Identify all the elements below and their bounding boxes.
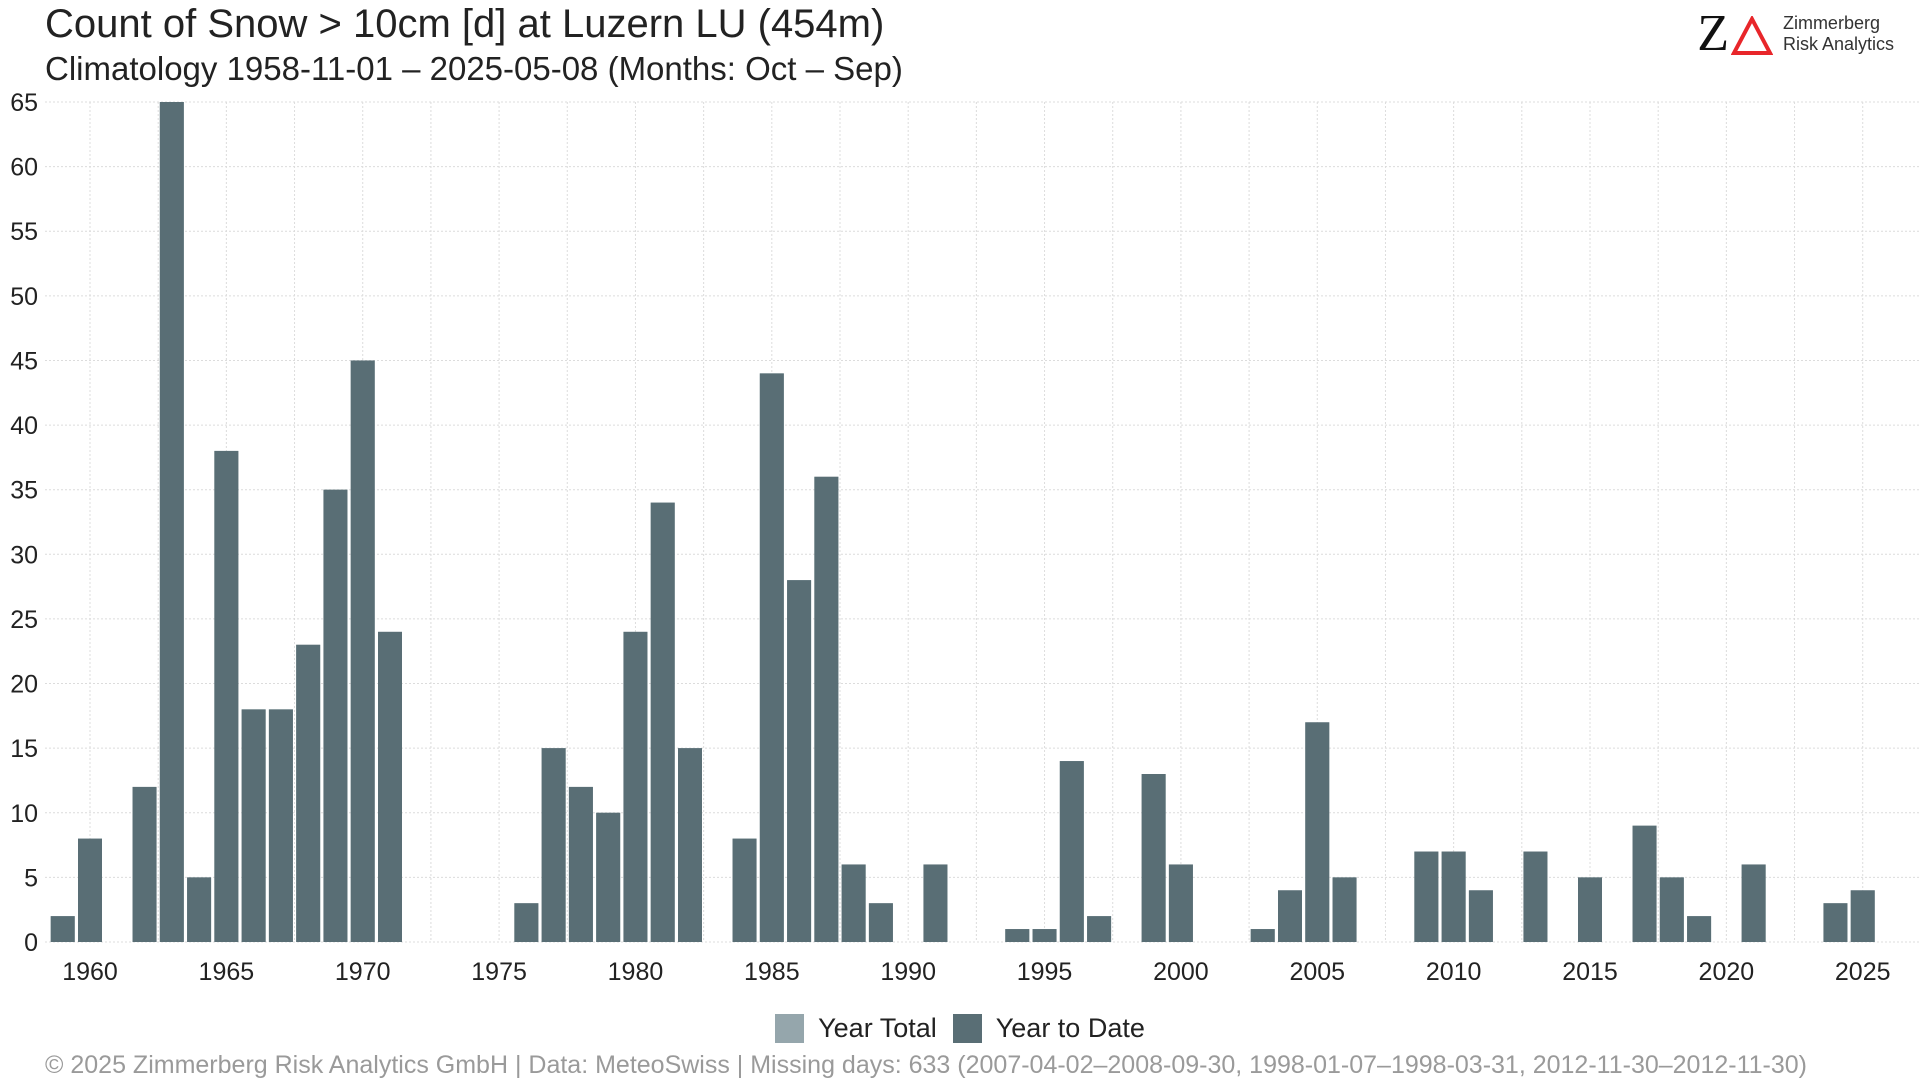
bar-year-to-date-2009 bbox=[1414, 851, 1439, 942]
bar-year-to-date-2019 bbox=[1687, 916, 1712, 942]
y-tick-label: 25 bbox=[10, 606, 38, 634]
x-tick-label: 1960 bbox=[62, 958, 118, 986]
y-tick-label: 40 bbox=[10, 412, 38, 440]
bar-year-to-date-1980 bbox=[623, 631, 648, 942]
bar-year-to-date-1968 bbox=[296, 644, 321, 942]
bar-year-to-date-1982 bbox=[678, 748, 702, 942]
legend-swatch-year-to-date bbox=[952, 1014, 982, 1043]
bar-year-to-date-2003 bbox=[1250, 929, 1275, 942]
logo-line-2: Risk Analytics bbox=[1782, 34, 1894, 54]
x-tick-label: 1975 bbox=[471, 958, 527, 986]
bars-layer bbox=[50, 102, 1875, 942]
y-tick-label: 60 bbox=[10, 154, 38, 182]
bar-year-to-date-2021 bbox=[1741, 864, 1766, 942]
y-tick-label: 50 bbox=[10, 283, 38, 311]
bar-year-to-date-2017 bbox=[1632, 825, 1657, 942]
bar-year-to-date-2011 bbox=[1468, 890, 1493, 942]
y-tick-label: 20 bbox=[10, 671, 38, 699]
y-tick-label: 30 bbox=[10, 541, 38, 569]
y-tick-label: 45 bbox=[10, 347, 38, 375]
logo-line-1: Zimmerberg bbox=[1782, 13, 1880, 33]
legend-label-year-to-date: Year to Date bbox=[995, 1013, 1145, 1043]
bar-year-to-date-1986 bbox=[787, 580, 812, 942]
bar-year-to-date-1963 bbox=[159, 102, 184, 942]
bar-year-to-date-1969 bbox=[323, 489, 348, 942]
footer-credits: © 2025 Zimmerberg Risk Analytics GmbH | … bbox=[45, 1051, 1807, 1079]
x-tick-label: 2000 bbox=[1153, 958, 1209, 986]
bar-year-to-date-2000 bbox=[1168, 864, 1193, 942]
y-tick-label: 15 bbox=[10, 735, 38, 763]
x-tick-label: 2015 bbox=[1562, 958, 1618, 986]
bar-year-to-date-1991 bbox=[923, 864, 948, 942]
bar-year-to-date-1965 bbox=[214, 450, 239, 942]
chart-subtitle: Climatology 1958-11-01 – 2025-05-08 (Mon… bbox=[45, 50, 903, 87]
bar-year-to-date-1966 bbox=[241, 709, 266, 942]
y-tick-label: 65 bbox=[10, 89, 38, 117]
legend-label-year-total: Year Total bbox=[818, 1013, 937, 1043]
bar-year-to-date-1988 bbox=[841, 864, 866, 942]
logo-triangle-icon bbox=[1730, 16, 1773, 55]
x-tick-label: 1965 bbox=[199, 958, 255, 986]
bar-year-to-date-1997 bbox=[1087, 916, 1112, 942]
bar-year-to-date-2013 bbox=[1523, 851, 1548, 942]
x-axis-ticks: 1960 1965 1970 1975 1980 1985 1990 1995 2000 2005… bbox=[62, 958, 1890, 986]
bar-year-to-date-1970 bbox=[350, 360, 375, 942]
x-tick-label: 1985 bbox=[744, 958, 800, 986]
y-tick-label: 55 bbox=[10, 218, 38, 246]
legend: Year Total Year to Date bbox=[0, 1013, 1920, 1044]
legend-item-year-to-date: Year to Date bbox=[952, 1013, 1145, 1044]
bar-year-to-date-1996 bbox=[1059, 761, 1084, 942]
bar-year-to-date-1960 bbox=[78, 838, 102, 942]
bar-year-to-date-1984 bbox=[732, 838, 757, 942]
bar-year-to-date-2018 bbox=[1659, 877, 1684, 942]
bar-year-to-date-1995 bbox=[1032, 929, 1057, 942]
bar-year-to-date-1999 bbox=[1141, 774, 1166, 942]
logo-mark-icon: Z bbox=[1697, 5, 1773, 62]
y-tick-label: 10 bbox=[10, 800, 38, 828]
x-tick-label: 2025 bbox=[1835, 958, 1891, 986]
bar-year-to-date-1977 bbox=[541, 748, 566, 942]
bar-year-to-date-1985 bbox=[759, 373, 784, 942]
bar-year-to-date-2015 bbox=[1578, 877, 1602, 942]
x-tick-label: 1980 bbox=[608, 958, 664, 986]
y-tick-label: 5 bbox=[24, 864, 38, 892]
bar-year-to-date-2025 bbox=[1850, 890, 1875, 942]
bar-year-to-date-2005 bbox=[1305, 722, 1330, 942]
x-tick-label: 2010 bbox=[1426, 958, 1482, 986]
chart-title: Count of Snow > 10cm [d] at Luzern LU (4… bbox=[45, 2, 885, 46]
bar-year-to-date-1979 bbox=[596, 812, 621, 942]
bar-year-to-date-2024 bbox=[1823, 903, 1848, 942]
x-tick-label: 1970 bbox=[335, 958, 391, 986]
bar-year-to-date-1987 bbox=[814, 476, 839, 942]
bar-year-to-date-1962 bbox=[132, 786, 157, 942]
y-tick-label: 0 bbox=[24, 929, 38, 957]
logo-text: Zimmerberg Risk Analytics bbox=[1783, 13, 1894, 55]
bar-year-to-date-1976 bbox=[514, 903, 539, 942]
y-tick-label: 35 bbox=[10, 477, 38, 505]
company-logo: Z Zimmerberg Risk Analytics bbox=[1697, 5, 1894, 62]
x-tick-label: 2020 bbox=[1699, 958, 1755, 986]
bar-year-to-date-1967 bbox=[268, 709, 293, 942]
legend-item-year-total: Year Total bbox=[775, 1013, 937, 1044]
bar-year-to-date-1978 bbox=[568, 786, 593, 942]
bar-year-to-date-2006 bbox=[1332, 877, 1357, 942]
bar-year-to-date-1971 bbox=[378, 631, 402, 942]
legend-swatch-year-total bbox=[775, 1014, 805, 1043]
bar-year-to-date-2004 bbox=[1278, 890, 1302, 942]
x-tick-label: 1995 bbox=[1017, 958, 1073, 986]
x-tick-label: 2005 bbox=[1289, 958, 1345, 986]
bar-year-to-date-1981 bbox=[650, 502, 675, 942]
y-axis-ticks: 0 5 10 15 20 25 30 35 40 45 50 55 60 65 bbox=[10, 89, 38, 957]
bar-year-to-date-1959 bbox=[50, 916, 75, 942]
bar-year-to-date-2010 bbox=[1441, 851, 1466, 942]
bar-year-to-date-1964 bbox=[187, 877, 212, 942]
x-tick-label: 1990 bbox=[880, 958, 936, 986]
bar-year-to-date-1994 bbox=[1005, 929, 1030, 942]
logo-z: Z bbox=[1697, 5, 1729, 62]
bar-year-to-date-1989 bbox=[868, 903, 893, 942]
